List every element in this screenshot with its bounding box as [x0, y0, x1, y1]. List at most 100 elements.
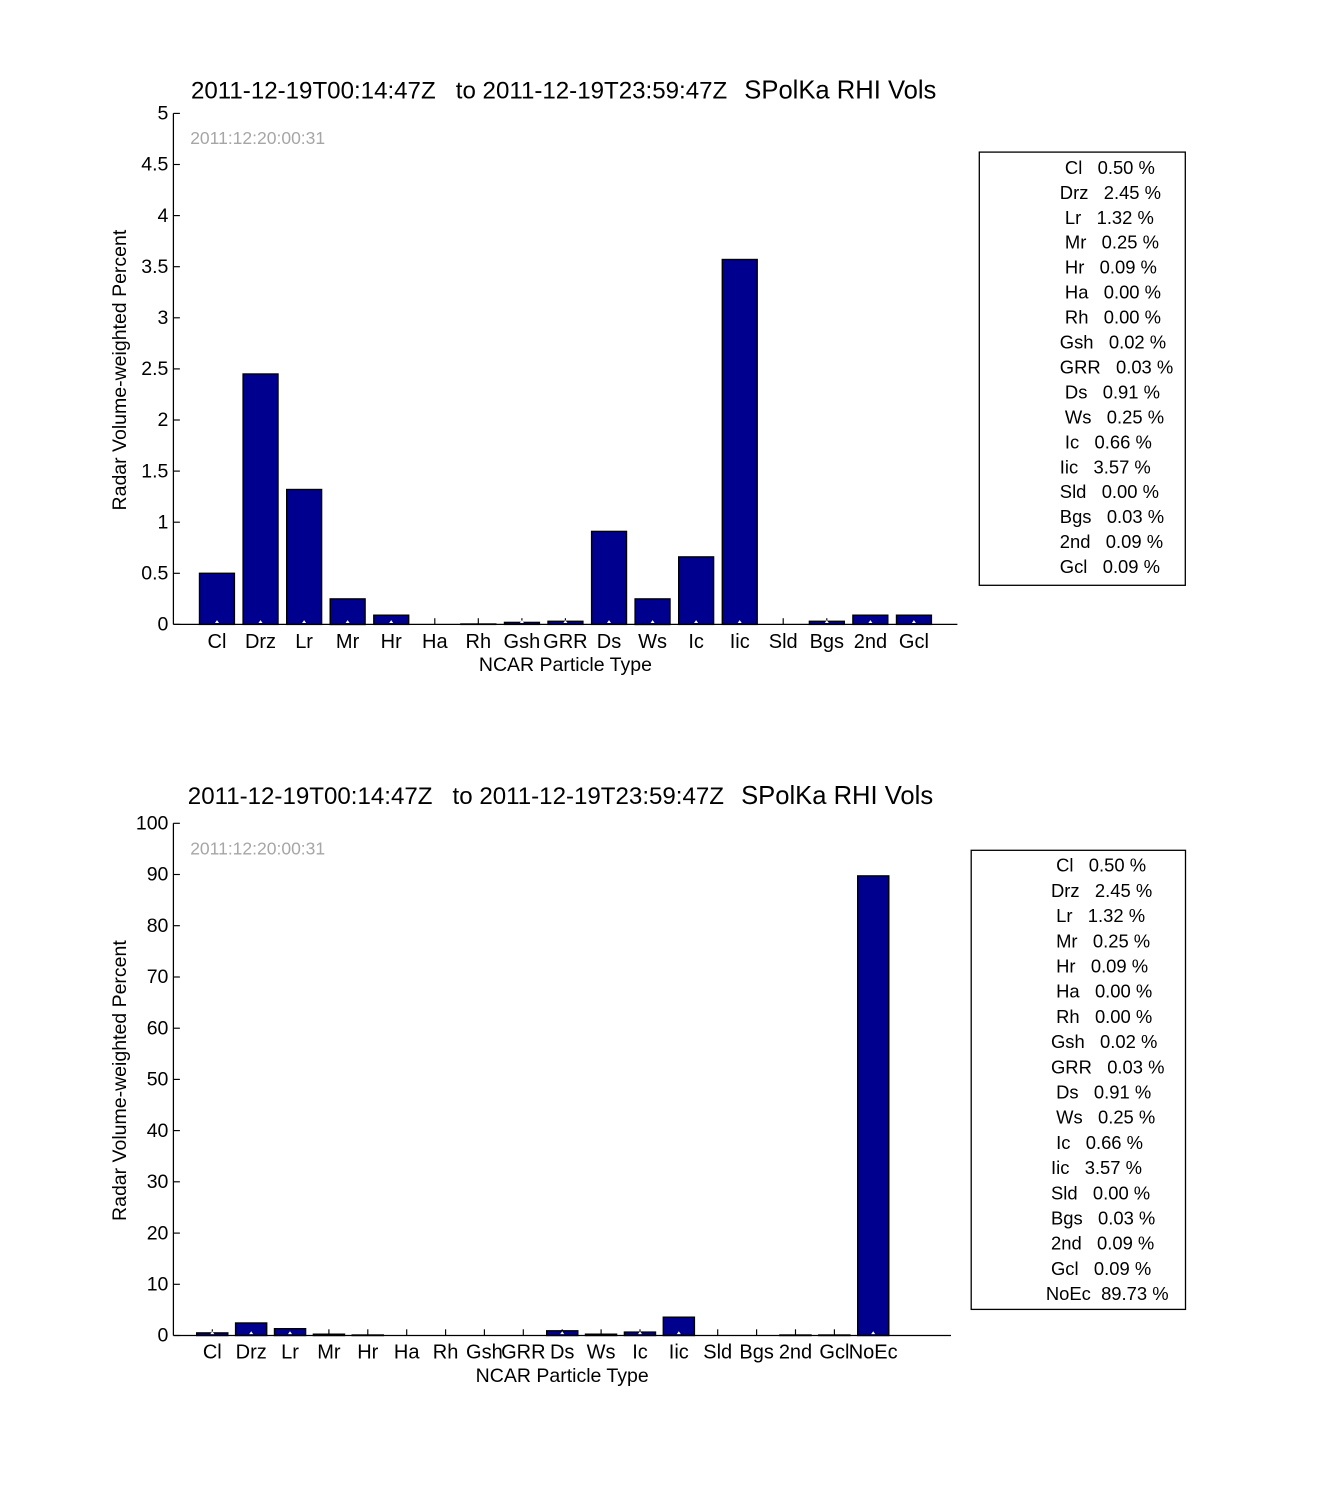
svg-text:Cl 0.50 %: Cl 0.50 % — [1046, 855, 1146, 876]
svg-text:2nd: 2nd — [779, 1342, 812, 1364]
svg-text:2011-12-19T00:14:47Z to 2011: 2011-12-19T00:14:47Z to 2011-12-19T23:59… — [191, 77, 727, 104]
svg-text:Ic: Ic — [688, 631, 704, 653]
svg-text:Sld 0.00 %: Sld 0.00 % — [1055, 481, 1159, 502]
svg-text:80: 80 — [147, 915, 169, 937]
svg-text:3: 3 — [158, 307, 169, 329]
svg-text:Gsh: Gsh — [466, 1342, 503, 1364]
svg-text:Gcl: Gcl — [899, 631, 929, 653]
svg-text:Bgs: Bgs — [810, 631, 844, 653]
svg-text:SPolKa RHI Vols: SPolKa RHI Vols — [744, 76, 936, 104]
svg-text:Drz 2.45 %: Drz 2.45 % — [1055, 182, 1161, 203]
svg-text:Ds 0.91 %: Ds 0.91 % — [1046, 1082, 1151, 1103]
svg-text:NCAR Particle Type: NCAR Particle Type — [479, 654, 652, 676]
svg-text:Cl: Cl — [203, 1342, 222, 1364]
svg-text:Ha: Ha — [422, 631, 448, 653]
svg-text:Rh: Rh — [466, 631, 492, 653]
svg-text:Lr 1.32 %: Lr 1.32 % — [1055, 207, 1154, 228]
svg-text:Gcl 0.09 %: Gcl 0.09 % — [1046, 1258, 1151, 1279]
svg-text:0: 0 — [158, 1325, 169, 1347]
svg-text:2.5: 2.5 — [141, 358, 168, 380]
svg-text:Ic 0.66 %: Ic 0.66 % — [1046, 1132, 1143, 1153]
svg-text:Lr: Lr — [281, 1342, 299, 1364]
svg-text:Rh 0.00 %: Rh 0.00 % — [1046, 1006, 1152, 1027]
svg-text:30: 30 — [147, 1171, 169, 1193]
svg-text:2011-12-19T00:14:47Z to 2011: 2011-12-19T00:14:47Z to 2011-12-19T23:59… — [188, 783, 724, 810]
svg-text:Ws 0.25 %: Ws 0.25 % — [1046, 1107, 1155, 1128]
svg-text:Sld 0.00 %: Sld 0.00 % — [1046, 1182, 1150, 1203]
svg-text:2nd 0.09 %: 2nd 0.09 % — [1055, 531, 1163, 552]
svg-text:5: 5 — [158, 103, 169, 125]
svg-text:Gsh 0.02 %: Gsh 0.02 % — [1046, 1031, 1157, 1052]
svg-text:Ws 0.25 %: Ws 0.25 % — [1055, 406, 1164, 427]
svg-text:Sld: Sld — [703, 1342, 732, 1364]
svg-text:70: 70 — [147, 966, 169, 988]
svg-text:Gsh 0.02 %: Gsh 0.02 % — [1055, 332, 1166, 353]
svg-text:90: 90 — [147, 864, 169, 886]
svg-text:4.5: 4.5 — [141, 154, 168, 176]
svg-text:Gcl: Gcl — [819, 1342, 849, 1364]
svg-text:100: 100 — [136, 813, 169, 835]
svg-text:20: 20 — [147, 1222, 169, 1244]
svg-text:Mr: Mr — [336, 631, 360, 653]
svg-text:Ds: Ds — [550, 1342, 574, 1364]
svg-text:50: 50 — [147, 1069, 169, 1091]
svg-text:4: 4 — [158, 205, 169, 227]
svg-text:Iic: Iic — [669, 1342, 689, 1364]
svg-text:Cl 0.50 %: Cl 0.50 % — [1055, 157, 1155, 178]
svg-text:Hr: Hr — [357, 1342, 378, 1364]
svg-text:Hr 0.09 %: Hr 0.09 % — [1046, 956, 1148, 977]
svg-text:NoEc 89.73 %: NoEc 89.73 % — [1046, 1283, 1169, 1304]
svg-text:0.5: 0.5 — [141, 563, 168, 585]
svg-text:Sld: Sld — [769, 631, 798, 653]
svg-text:NCAR Particle Type: NCAR Particle Type — [476, 1365, 649, 1387]
svg-text:Lr: Lr — [295, 631, 313, 653]
svg-text:60: 60 — [147, 1017, 169, 1039]
svg-text:2nd 0.09 %: 2nd 0.09 % — [1046, 1233, 1154, 1254]
svg-text:SPolKa RHI Vols: SPolKa RHI Vols — [741, 782, 933, 810]
svg-text:Iic 3.57 %: Iic 3.57 % — [1055, 456, 1151, 477]
svg-text:Bgs 0.03 %: Bgs 0.03 % — [1055, 506, 1164, 527]
svg-text:Ic: Ic — [632, 1342, 648, 1364]
svg-text:2011:12:20:00:31: 2011:12:20:00:31 — [190, 128, 325, 148]
svg-text:Ds: Ds — [597, 631, 621, 653]
svg-text:Bgs: Bgs — [739, 1342, 773, 1364]
svg-text:Iic: Iic — [730, 631, 750, 653]
svg-text:Mr 0.25 %: Mr 0.25 % — [1055, 232, 1159, 253]
svg-text:3.5: 3.5 — [141, 256, 168, 278]
svg-text:Rh 0.00 %: Rh 0.00 % — [1055, 307, 1161, 328]
svg-text:Drz: Drz — [245, 631, 276, 653]
svg-text:Mr: Mr — [317, 1342, 341, 1364]
svg-text:GRR 0.03 %: GRR 0.03 % — [1046, 1056, 1165, 1077]
svg-text:10: 10 — [147, 1274, 169, 1296]
svg-text:0: 0 — [158, 614, 169, 636]
svg-text:1: 1 — [158, 511, 169, 533]
svg-text:Bgs 0.03 %: Bgs 0.03 % — [1046, 1208, 1155, 1229]
svg-text:2nd: 2nd — [854, 631, 887, 653]
svg-text:GRR: GRR — [543, 631, 587, 653]
svg-text:Ha 0.00 %: Ha 0.00 % — [1046, 981, 1152, 1002]
svg-text:Gcl 0.09 %: Gcl 0.09 % — [1055, 556, 1160, 577]
svg-text:Hr 0.09 %: Hr 0.09 % — [1055, 257, 1157, 278]
svg-text:Hr: Hr — [381, 631, 402, 653]
svg-text:Gsh: Gsh — [504, 631, 541, 653]
svg-text:Ws: Ws — [587, 1342, 616, 1364]
svg-text:Cl: Cl — [208, 631, 227, 653]
svg-text:GRR: GRR — [501, 1342, 545, 1364]
svg-text:Rh: Rh — [433, 1342, 459, 1364]
svg-text:2011:12:20:00:31: 2011:12:20:00:31 — [190, 838, 325, 858]
svg-text:Radar Volume-weighted Percent: Radar Volume-weighted Percent — [109, 229, 131, 510]
svg-text:Radar Volume-weighted Percent: Radar Volume-weighted Percent — [109, 940, 131, 1221]
svg-text:NoEc: NoEc — [849, 1342, 898, 1364]
svg-text:1.5: 1.5 — [141, 460, 168, 482]
svg-text:Lr 1.32 %: Lr 1.32 % — [1046, 905, 1145, 926]
svg-text:Iic 3.57 %: Iic 3.57 % — [1046, 1157, 1142, 1178]
svg-text:40: 40 — [147, 1120, 169, 1142]
svg-text:Ha 0.00 %: Ha 0.00 % — [1055, 282, 1161, 303]
svg-text:Ws: Ws — [638, 631, 667, 653]
svg-text:Drz 2.45 %: Drz 2.45 % — [1046, 880, 1152, 901]
svg-text:Ha: Ha — [394, 1342, 420, 1364]
svg-text:GRR 0.03 %: GRR 0.03 % — [1055, 357, 1174, 378]
svg-text:2: 2 — [158, 409, 169, 431]
svg-text:Mr 0.25 %: Mr 0.25 % — [1046, 930, 1150, 951]
svg-text:Drz: Drz — [236, 1342, 267, 1364]
